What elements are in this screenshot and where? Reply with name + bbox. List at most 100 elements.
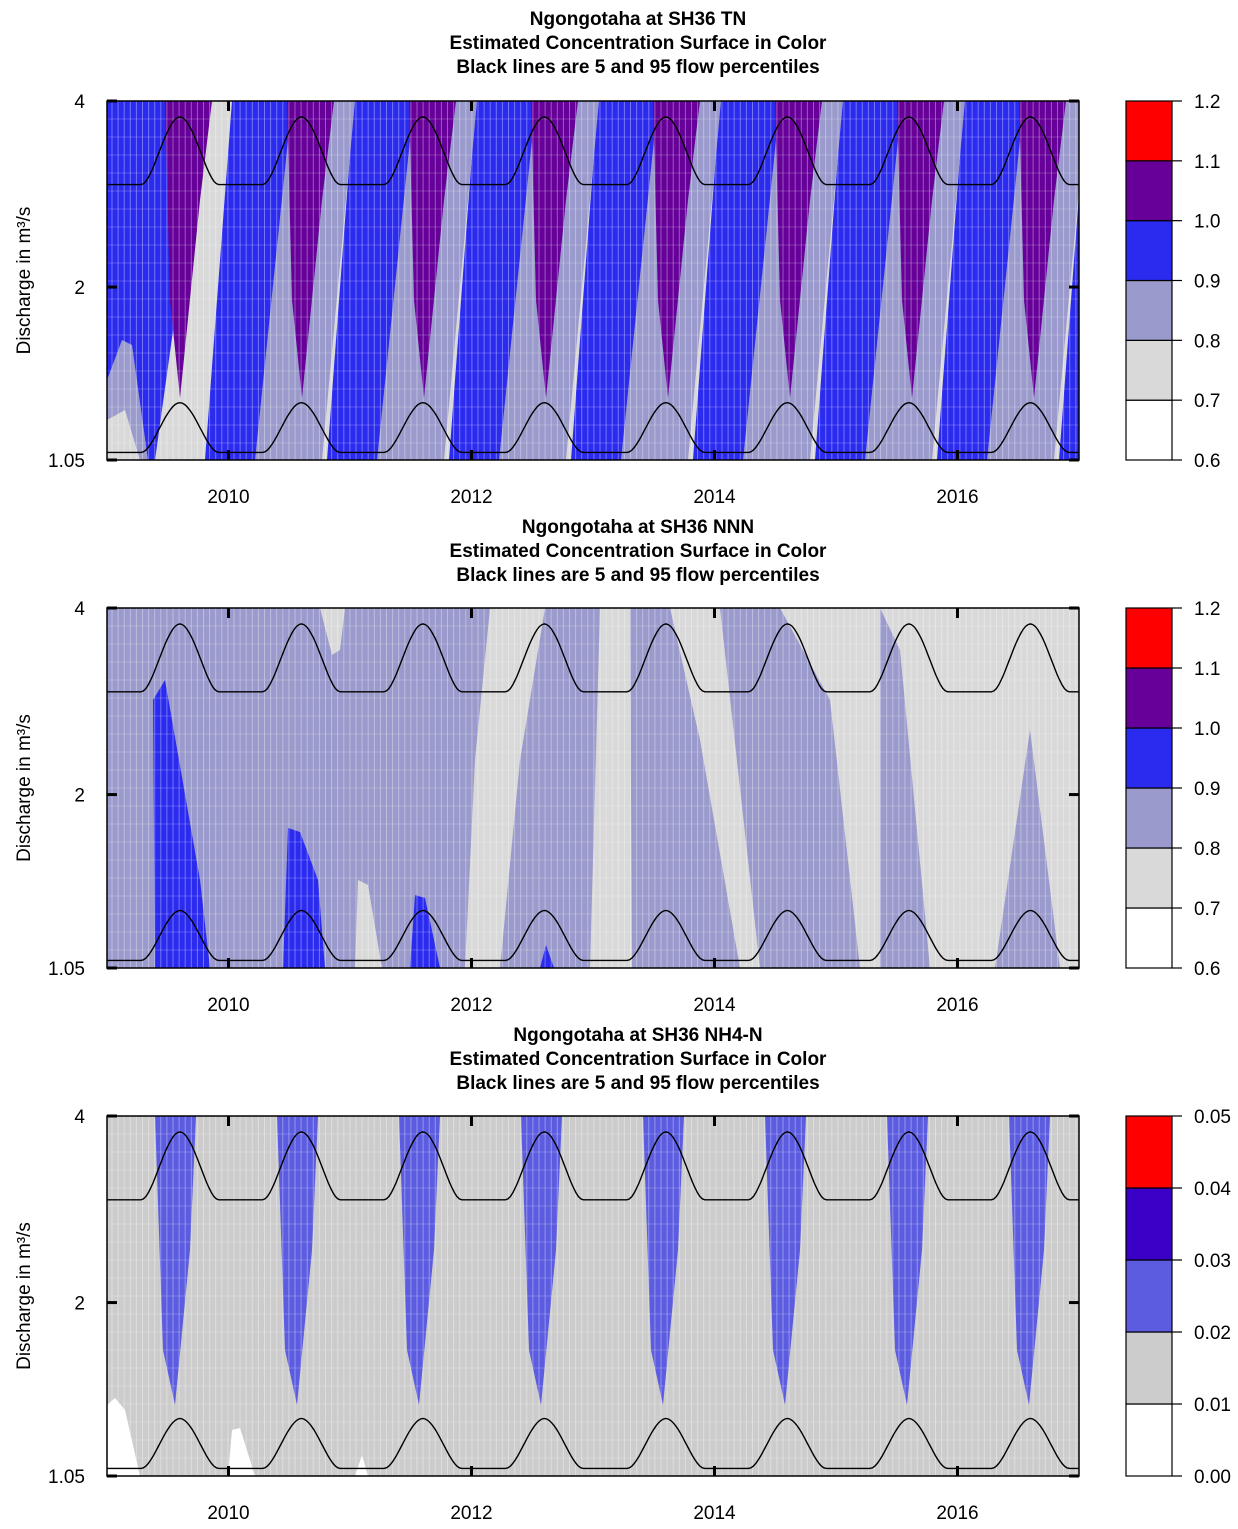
panel-2: Ngongotaha at SH36 NNN Estimated Concentr… [14,517,1220,1016]
colorbar-label: 0.6 [1194,959,1220,980]
panel-1: Ngongotaha at SH36 TN Estimated Concentra… [14,9,1220,508]
colorbar-label: 0.00 [1194,1467,1231,1488]
colorbar-swatch [1125,847,1173,909]
colorbar-label: 0.05 [1194,1107,1231,1128]
colorbar-swatch [1125,607,1173,669]
flow-percentile-line-p5 [107,909,1079,962]
surface-region [165,101,212,398]
surface-region [540,945,554,968]
surface-region [155,1116,196,1405]
x-tick-label: 2016 [936,1503,978,1524]
surface-region [283,828,325,968]
surface-region [399,1116,440,1405]
colorbar-label: 0.7 [1194,391,1220,412]
surface-regions [153,608,1079,968]
surface-region [277,1116,318,1405]
colorbar-swatch [1125,339,1173,401]
chart-title-line: Black lines are 5 and 95 flow percentile… [456,57,819,78]
chart-title-line: Black lines are 5 and 95 flow percentile… [456,1073,819,1094]
chart-title-line: Ngongotaha at SH36 TN [530,9,746,30]
colorbar-label: 0.9 [1194,779,1220,800]
surface-region [887,1116,928,1405]
colorbar-label: 0.7 [1194,899,1220,920]
y-tick-label: 4 [74,92,85,113]
flow-percentile-line-p95 [107,623,1079,693]
surface-region [153,680,210,968]
surface-region [107,410,140,460]
surface-region [107,1398,140,1476]
y-tick-label: 1.05 [48,451,85,472]
colorbar-label: 0.8 [1194,839,1220,860]
surface-regions [107,101,1079,460]
surface-region [531,101,578,398]
x-tick-label: 2014 [693,995,736,1016]
plot-frame [106,100,1080,461]
colorbar-swatch [1125,220,1173,282]
chart-title-line: Ngongotaha at SH36 NNN [522,517,754,538]
flow-percentile-line-p5 [107,1417,1079,1470]
y-tick-label: 1.05 [48,959,85,980]
x-tick-label: 2014 [693,487,736,508]
x-tick-label: 2010 [207,487,249,508]
colorbar-swatch [1125,1403,1173,1477]
x-tick-label: 2012 [450,995,492,1016]
y-tick-label: 1.05 [48,1467,85,1488]
surface-region [409,101,456,398]
colorbar-swatch [1125,160,1173,222]
colorbar-swatch [1125,667,1173,729]
colorbar-label: 0.01 [1194,1395,1231,1416]
colorbar-swatch [1125,727,1173,789]
surface-region [897,101,944,398]
colorbar-label: 1.1 [1194,152,1220,173]
grid [107,608,1079,968]
surface-region [765,1116,806,1405]
colorbar-label: 1.2 [1194,599,1220,620]
colorbar-swatch [1125,1187,1173,1261]
surface-region [1009,1116,1050,1405]
chart-title-line: Estimated Concentration Surface in Color [450,33,827,54]
colorbar-label: 0.8 [1194,331,1220,352]
x-tick-label: 2012 [450,1503,492,1524]
surface-region [1019,101,1066,398]
x-tick-label: 2016 [936,995,978,1016]
colorbar-label: 1.2 [1194,92,1220,113]
surface-region [653,101,700,398]
colorbar-swatch [1125,787,1173,849]
surface-region [775,101,822,398]
x-tick-label: 2010 [207,995,249,1016]
surface-region [643,1116,684,1405]
y-tick-label: 2 [74,1294,85,1315]
surface-region [521,1116,562,1405]
colorbar-label: 1.0 [1194,212,1220,233]
chart-title-line: Estimated Concentration Surface in Color [450,541,827,562]
y-axis-label: Discharge in m³/s [14,714,35,862]
x-tick-label: 2012 [450,487,492,508]
surface-region [228,1428,255,1476]
colorbar-swatch [1125,399,1173,461]
chart-title-line: Estimated Concentration Surface in Color [450,1049,827,1070]
chart-title-line: Black lines are 5 and 95 flow percentile… [456,565,819,586]
surface-region [287,101,334,398]
colorbar-swatch [1125,1331,1173,1405]
surface-region [355,1455,368,1476]
surface-region [320,608,345,655]
plot-frame [106,1115,1080,1477]
colorbar-label: 1.0 [1194,719,1220,740]
surface-regions [107,1116,1050,1476]
colorbar-label: 0.03 [1194,1251,1231,1272]
y-tick-label: 4 [74,599,85,620]
plot-frame [106,607,1080,969]
surface-region [880,608,1079,968]
colorbar-swatch [1125,907,1173,969]
flow-percentile-line-p5 [107,401,1079,454]
colorbar-label: 0.9 [1194,272,1220,293]
surface-region [780,608,880,968]
y-axis-label: Discharge in m³/s [14,207,35,355]
x-tick-label: 2014 [693,1503,736,1524]
x-tick-label: 2010 [207,1503,249,1524]
surface-region [430,608,632,968]
panel-3: Ngongotaha at SH36 NH4-N Estimated Concen… [14,1025,1231,1524]
y-tick-label: 2 [74,786,85,807]
